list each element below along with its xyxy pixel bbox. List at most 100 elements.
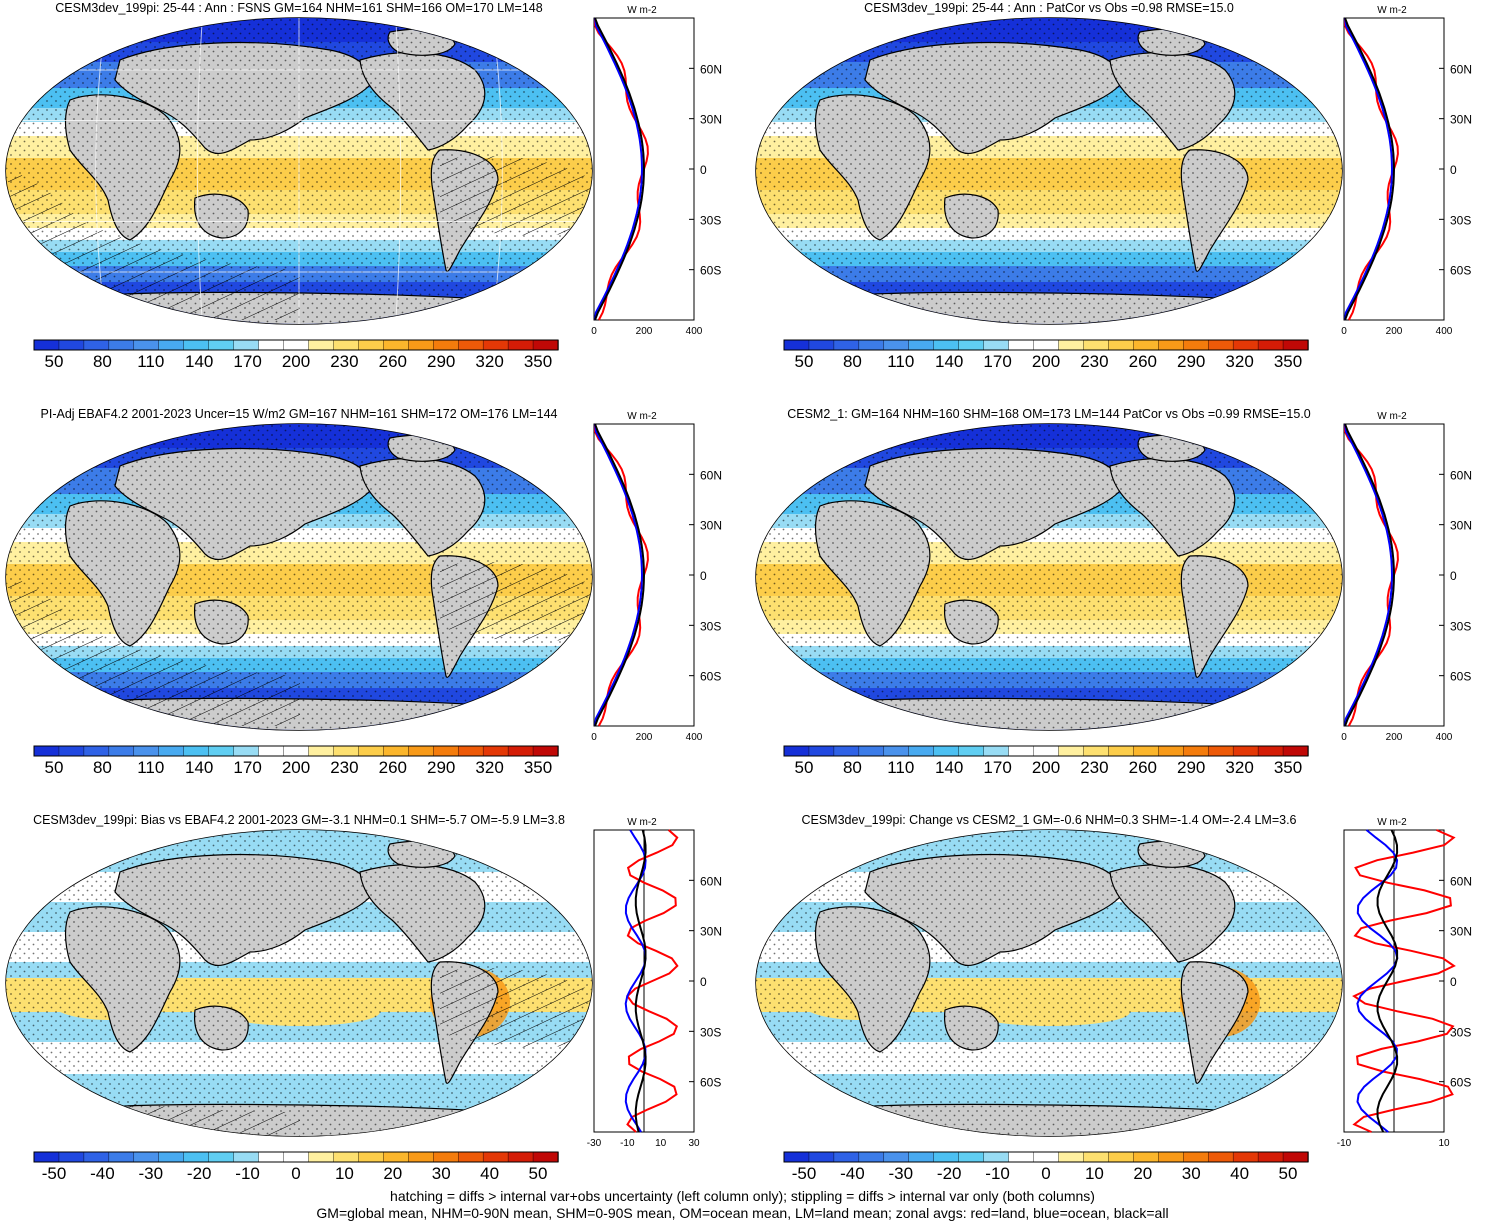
colorbar-label: 140 (935, 758, 963, 777)
colorbar-cell (58, 1151, 85, 1163)
colorbar-label: 350 (1274, 758, 1302, 777)
zonal-unit: W m-2 (1377, 5, 1407, 16)
zonal-lat-label: 60S (1450, 264, 1471, 278)
colorbar-label: 320 (1225, 758, 1253, 777)
colorbar-cell (83, 745, 110, 757)
colorbar-label: 140 (935, 352, 963, 371)
colorbar-cell (358, 339, 385, 351)
colorbar-label: 320 (475, 758, 503, 777)
colorbar-cell (308, 339, 335, 351)
colorbar-cell (783, 339, 810, 351)
zonal-lat-label: 30N (1450, 925, 1472, 939)
colorbar-cell (133, 339, 160, 351)
colorbar-cell (283, 1151, 310, 1163)
colorbar-cell (183, 745, 210, 757)
colorbar-label: 170 (233, 758, 261, 777)
colorbar-cell (457, 1151, 484, 1163)
zonal-lat-label: 60N (700, 62, 722, 76)
zonal-curve-all (1344, 17, 1396, 321)
map (756, 18, 1342, 324)
zonal-curve-ocean (1344, 423, 1394, 727)
zonal-lat-label: 30S (700, 213, 721, 227)
colorbar-cell (258, 339, 285, 351)
colorbar-label: 230 (1080, 758, 1108, 777)
zonal-x-label: 0 (1341, 732, 1347, 743)
zonal-x-label: 0 (591, 732, 597, 743)
colorbar-cell (1133, 745, 1159, 757)
zonal-curve-all (1376, 829, 1399, 1133)
panel-title: PI-Adj EBAF4.2 2001-2023 Uncer=15 W/m2 G… (41, 407, 558, 421)
colorbar-label: 260 (379, 352, 407, 371)
zonal-unit: W m-2 (627, 411, 657, 422)
colorbar-label: 110 (887, 758, 914, 777)
colorbar-cell (1232, 745, 1259, 757)
panel-title: CESM3dev_199pi: Bias vs EBAF4.2 2001-202… (33, 813, 565, 827)
colorbar-cell (1083, 339, 1110, 351)
colorbar-cell (1232, 339, 1259, 351)
colorbar-cell (958, 1151, 985, 1163)
colorbar-cell (1257, 1151, 1284, 1163)
colorbar-cell (507, 1151, 534, 1163)
colorbar-cell (433, 1151, 459, 1163)
colorbar-label: 350 (524, 758, 552, 777)
zonal-lat-label: 30N (700, 113, 722, 127)
zonal-lat-label: 30N (700, 519, 722, 533)
colorbar-cell (133, 1151, 160, 1163)
map (756, 424, 1342, 730)
colorbar-cell (1207, 745, 1234, 757)
colorbar-cell (1183, 339, 1209, 351)
colorbar-cell (208, 745, 235, 757)
colorbar-label: 290 (1177, 758, 1205, 777)
colorbar-cell (433, 339, 459, 351)
colorbar-border (783, 339, 1309, 351)
colorbar-cell (1232, 1151, 1259, 1163)
colorbar-cell (1158, 339, 1184, 351)
zonal-x-label: -30 (587, 1138, 602, 1149)
colorbar-cell (333, 745, 360, 757)
colorbar-cell (233, 745, 260, 757)
colorbar-cell (1282, 1151, 1309, 1163)
colorbar-cell (958, 745, 985, 757)
colorbar-label: 140 (185, 352, 213, 371)
colorbar-cell (1207, 1151, 1234, 1163)
hatching (8, 968, 592, 1136)
panel: CESM3dev_199pi: 25-44 : Ann : FSNS GM=16… (5, 1, 722, 371)
zonal-lat-label: 60N (1450, 62, 1472, 76)
colorbar-label: 110 (137, 758, 164, 777)
colorbar-label: 170 (983, 758, 1011, 777)
zonal-curve-all (594, 17, 646, 321)
colorbar-cell (108, 1151, 135, 1163)
zonal-lat-label: 0 (1450, 975, 1457, 989)
colorbar-cell (383, 339, 409, 351)
colorbar-label: -30 (139, 1164, 164, 1183)
colorbar-label: 0 (1041, 1164, 1050, 1183)
colorbar-cell (1257, 745, 1284, 757)
colorbar-cell (883, 339, 910, 351)
colorbar-cell (1058, 745, 1085, 757)
colorbar-cell (158, 339, 185, 351)
zonal-lat-label: 30S (1450, 213, 1471, 227)
colorbar-label: 20 (383, 1164, 402, 1183)
colorbar-label: 230 (1080, 352, 1108, 371)
colorbar-label: 50 (1279, 1164, 1298, 1183)
panel-title: CESM3dev_199pi: Change vs CESM2_1 GM=-0.… (801, 813, 1296, 827)
map-inner (6, 18, 592, 324)
zonal-lat-label: 0 (1450, 163, 1457, 177)
colorbar-cell (883, 745, 910, 757)
colorbar-label: -50 (42, 1164, 67, 1183)
zonal-lat-label: 30N (1450, 113, 1472, 127)
zonal-curve-land (1352, 829, 1456, 1133)
colorbar-label: 200 (1032, 352, 1060, 371)
zonal-lat-label: 30N (1450, 519, 1472, 533)
colorbar-label: -50 (792, 1164, 817, 1183)
colorbar-cell (233, 339, 260, 351)
colorbar-cell (532, 745, 559, 757)
colorbar-label: 200 (1032, 758, 1060, 777)
colorbar-cell (1158, 745, 1184, 757)
colorbar-cell (408, 339, 434, 351)
map (6, 424, 592, 730)
map-inner (6, 830, 592, 1136)
colorbar-label: 260 (379, 758, 407, 777)
zonal-curve-all (634, 829, 647, 1133)
